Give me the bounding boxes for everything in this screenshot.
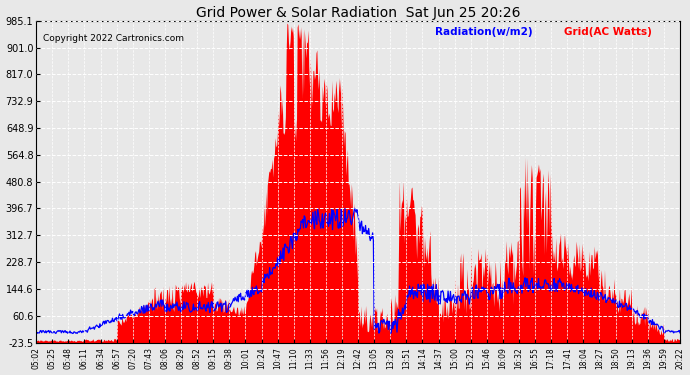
Title: Grid Power & Solar Radiation  Sat Jun 25 20:26: Grid Power & Solar Radiation Sat Jun 25 … bbox=[196, 6, 520, 20]
Text: Radiation(w/m2): Radiation(w/m2) bbox=[435, 27, 533, 37]
Text: Copyright 2022 Cartronics.com: Copyright 2022 Cartronics.com bbox=[43, 34, 184, 43]
Text: Grid(AC Watts): Grid(AC Watts) bbox=[564, 27, 652, 37]
